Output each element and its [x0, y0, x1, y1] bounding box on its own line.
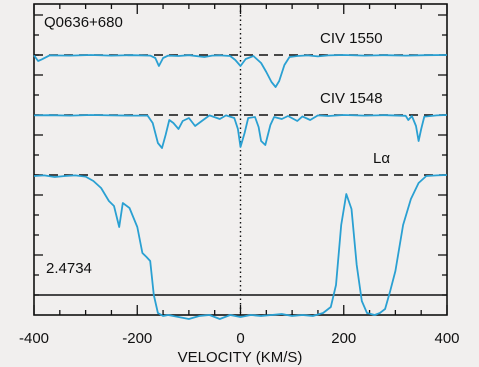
x-tick-label: -200 — [122, 330, 152, 347]
chart-title: Q0636+680 — [44, 14, 123, 31]
x-axis-label: VELOCITY (KM/S) — [178, 349, 303, 366]
series-label: CIV 1548 — [320, 90, 383, 107]
series-line — [33, 54, 448, 88]
series-group — [33, 54, 448, 320]
series-line — [33, 114, 448, 149]
series-label: Lα — [373, 150, 390, 167]
x-tick-label: 400 — [434, 330, 459, 347]
x-tick-label: 200 — [331, 330, 356, 347]
series-labels: CIV 1550 CIV 1548 Lα — [320, 30, 390, 167]
series-line — [33, 174, 448, 320]
x-tick-label: -400 — [19, 330, 49, 347]
x-tick-labels: -400 -200 0 200 400 — [19, 330, 460, 347]
x-tick-label: 0 — [236, 330, 244, 347]
tick-marks — [33, 4, 448, 315]
series-label: CIV 1550 — [320, 30, 383, 47]
redshift-label: 2.4734 — [46, 260, 92, 277]
